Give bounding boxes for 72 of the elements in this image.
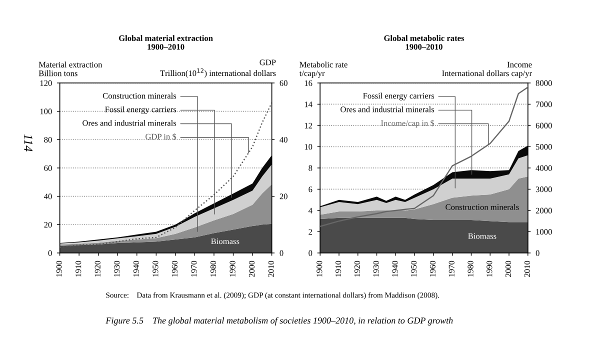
caption: Figure 5.5 The global material metabolism of societies 1900–2010, in relation to GDP growth [106,317,453,326]
y-tick-label: 120 [40,80,52,86]
x-tick-label: 1910 [76,260,82,277]
y-tick-label: 20 [44,222,52,228]
text: 114 [24,134,32,152]
y2-tick-label: 3000 [536,186,552,192]
y-tick-label: 10 [304,144,312,150]
y-tick-label: 4 [308,208,312,214]
x-tick-label: 1920 [94,260,100,277]
y-tick-label: 2 [308,229,312,235]
y2-tick-label: 2000 [536,208,552,214]
y2-tick-label: 5000 [536,144,552,150]
y-tick-label: 100 [40,108,52,114]
x-tick-label: 1920 [354,260,360,277]
y2-tick-label: 7000 [536,102,552,108]
chart-title: Global metabolic rates 1900–2010 [384,35,464,50]
y2-axis-title: Income International dollars cap/yr [442,62,532,78]
y2-tick-label: 4000 [536,165,552,171]
y2-tick-label: 20 [280,194,288,200]
y-tick-label: 8 [308,165,312,171]
x-tick-label: 1930 [373,260,379,277]
x-tick-label: 1980 [210,260,216,277]
y-axis-title: Material extraction Billion tons [38,62,102,76]
x-tick-label: 2000 [505,260,512,277]
x-tick-label: 2010 [524,260,530,277]
x-tick-label: 1950 [411,260,417,277]
line-series [320,86,528,228]
y-tick-label: 60 [44,165,52,171]
chart-title: Global material extraction 1900–2010 [118,35,213,50]
y2-tick-label: 40 [280,136,288,143]
text: GDP Trillion(10$^{12}$) international dollars [160,60,276,78]
x-tick-label: 1970 [448,260,454,277]
x-tick-label: 2000 [248,260,255,277]
x-tick-label: 1970 [191,260,197,277]
y2-tick-label: 60 [280,80,288,86]
x-tick-label: 1940 [133,260,139,277]
x-tick-label: 1910 [335,260,342,277]
y2-tick-label: 0 [536,250,540,256]
text: Fossil energy carriers [105,106,176,114]
x-tick-label: 1990 [486,260,492,277]
text: Ores and industrial minerals [82,120,176,126]
y2-tick-label: 0 [280,250,284,256]
series-label: Biomass [468,233,496,239]
y-tick-label: 0 [308,250,312,256]
x-tick-label: 1900 [316,260,322,277]
x-tick-label: 1980 [468,260,474,277]
x-tick-label: 2010 [268,260,274,277]
y-tick-label: 14 [304,102,312,108]
y2-tick-label: 6000 [536,122,552,128]
y-tick-label: 0 [48,250,52,256]
x-tick-label: 1960 [172,260,178,277]
text: Construction minerals [102,92,176,99]
x-tick-label: 1900 [56,260,62,277]
x-tick-label: 1960 [430,260,436,277]
x-tick-label: 1990 [230,260,236,277]
y-tick-label: 80 [44,136,52,143]
series-label: Construction minerals [446,204,519,210]
y-tick-label: 12 [304,122,312,128]
text: Fossil energy carriers [363,92,434,100]
text: GDP in $ [146,133,176,140]
y2-tick-label: 1000 [536,229,552,235]
y-tick-label: 6 [308,186,312,192]
x-tick-label: 1940 [392,260,398,277]
y-tick-label: 40 [44,194,52,200]
text: Ores and industrial minerals [340,106,434,112]
y-axis-title: Metabolic rate t/cap/yr [299,62,348,78]
text: Income/cap in $ [381,120,434,128]
y-tick-label: 16 [304,80,312,86]
series-label: Biomass [211,238,240,244]
x-tick-label: 1950 [152,260,158,277]
y2-tick-label: 8000 [536,80,552,86]
x-tick-label: 1930 [114,260,120,277]
